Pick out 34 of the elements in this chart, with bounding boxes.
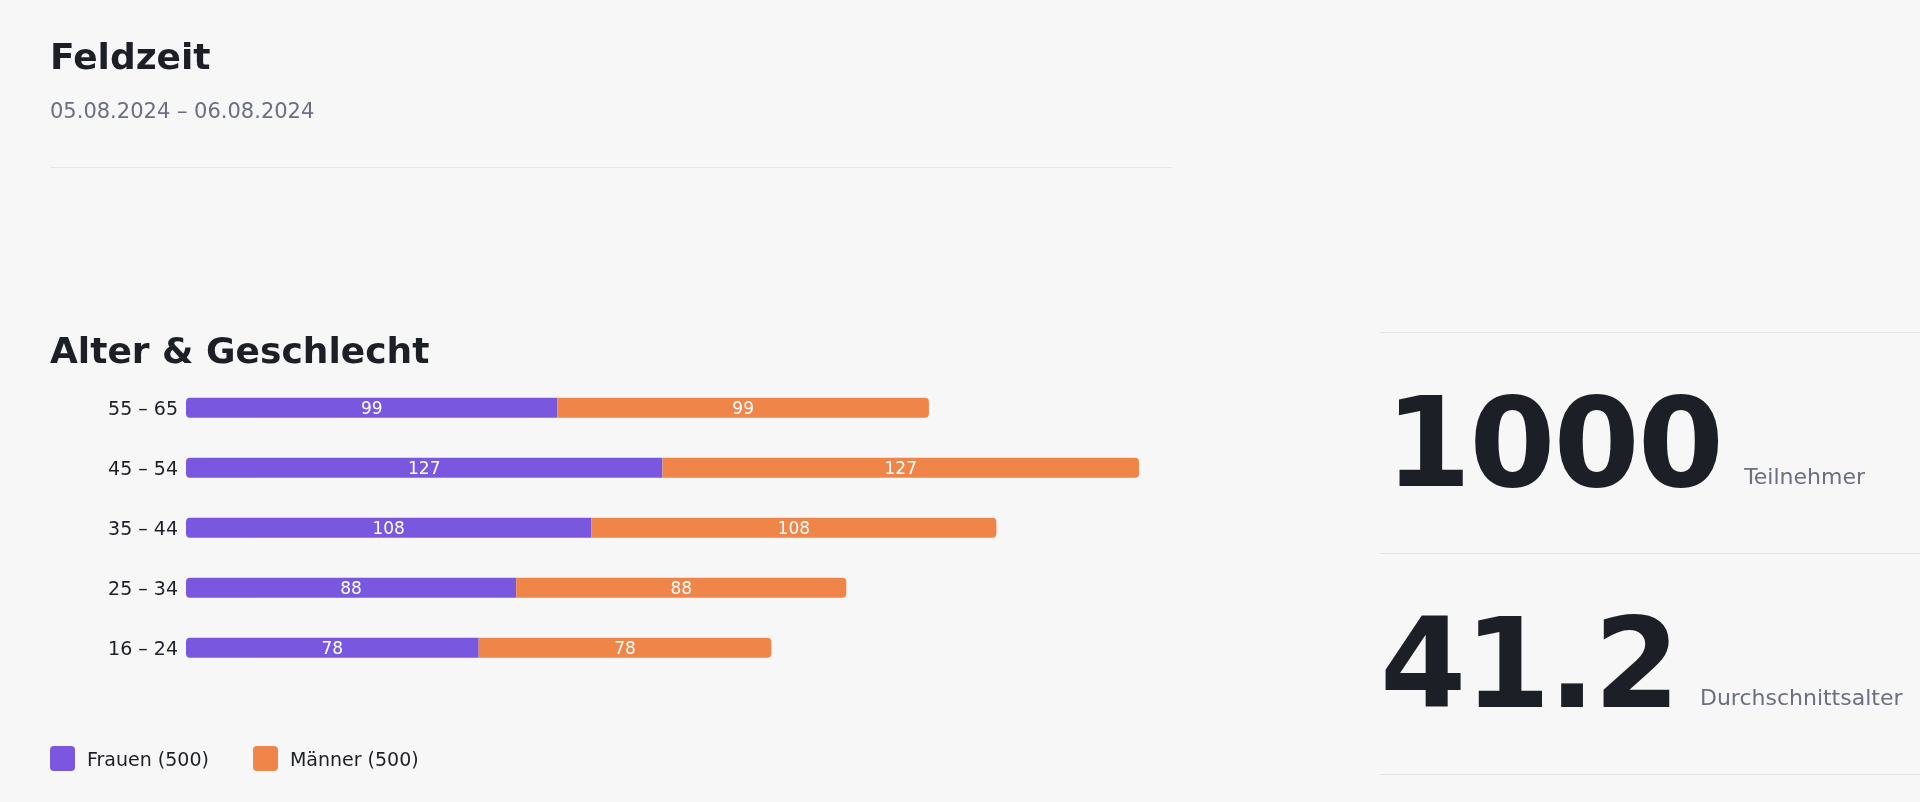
bar (186, 577, 517, 598)
text: Teilnehmer (1744, 463, 1866, 489)
bar (478, 637, 772, 658)
data-label: 127 (408, 457, 441, 478)
data-label: 88 (340, 577, 362, 598)
text: 05.08.2024 – 06.08.2024 (50, 99, 316, 123)
bar (591, 517, 997, 538)
data-label: 78 (614, 637, 636, 658)
bar (662, 457, 1139, 478)
text: 41.2 (1380, 592, 1678, 736)
bar (557, 397, 929, 418)
bar (186, 457, 663, 478)
text: 1000 (1385, 371, 1723, 515)
bar (186, 397, 558, 418)
text: Durchschnittsalter (1699, 684, 1903, 710)
data-label: 99 (360, 397, 383, 418)
bar (186, 517, 592, 538)
data-label: 108 (372, 517, 405, 538)
bar (516, 577, 847, 598)
data-label: 108 (777, 517, 811, 538)
text: Feldzeit (50, 36, 212, 77)
data-label: 127 (884, 457, 917, 478)
data-label: 99 (732, 397, 754, 418)
legend-label: Frauen (500) (86, 746, 209, 771)
data-label: 78 (321, 637, 344, 658)
y-tick-label: 35 – 44 (108, 516, 178, 539)
chart-title: Alter & Geschlecht (50, 330, 431, 373)
legend-label: Männer (500) (288, 746, 419, 771)
y-tick-label: 45 – 54 (108, 456, 178, 479)
y-tick-label: 16 – 24 (108, 636, 178, 659)
data-label: 88 (670, 577, 693, 598)
y-tick-label: 55 – 65 (108, 396, 178, 419)
y-tick-label: 25 – 34 (108, 576, 178, 599)
bar (186, 637, 479, 658)
